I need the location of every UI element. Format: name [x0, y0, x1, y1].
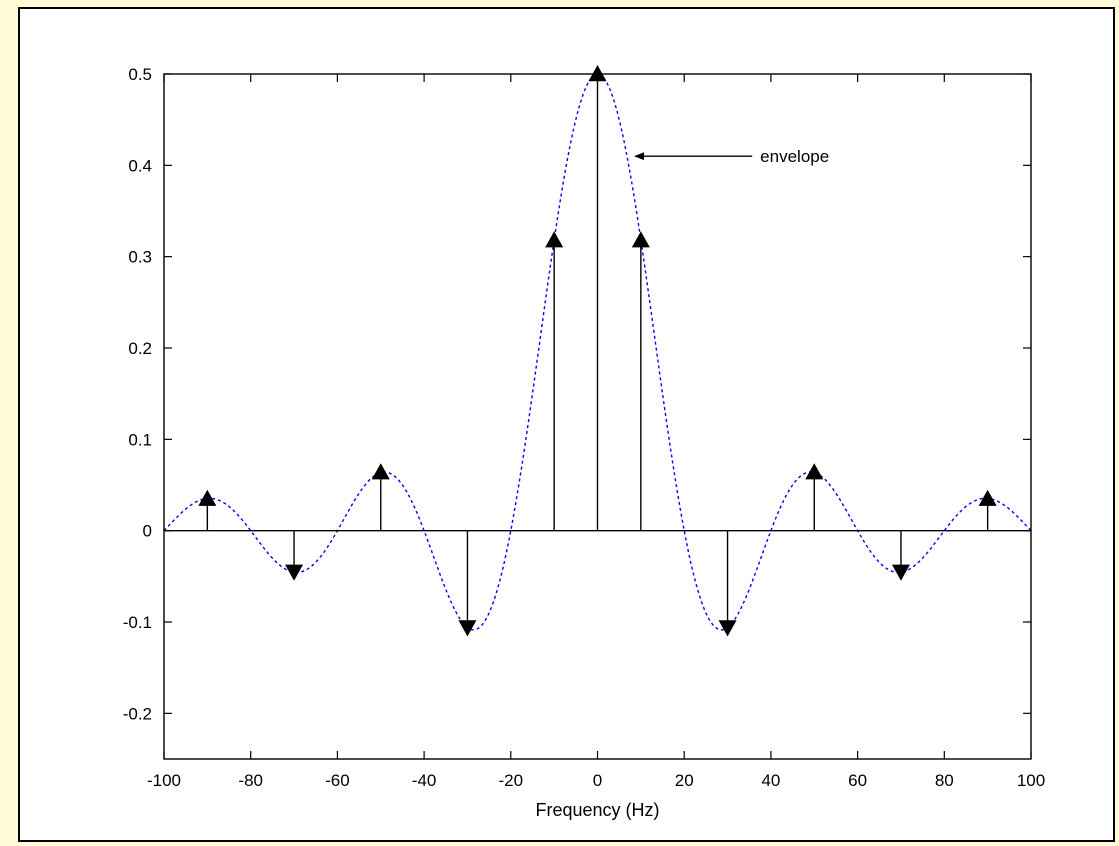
- x-tick-label: 20: [675, 771, 694, 790]
- y-tick-label: 0.4: [128, 156, 152, 175]
- envelope-annotation-label: envelope: [760, 147, 829, 166]
- x-tick-label: 100: [1017, 771, 1045, 790]
- y-tick-label: 0.5: [128, 65, 152, 84]
- stem-marker-down: [718, 620, 737, 637]
- stem-marker-up: [631, 231, 650, 248]
- stem-marker-up: [805, 463, 824, 480]
- x-tick-label: 60: [848, 771, 867, 790]
- y-tick-label: -0.1: [123, 613, 152, 632]
- stem-marker-up: [588, 65, 607, 82]
- x-tick-label: -80: [238, 771, 263, 790]
- stem-marker-down: [891, 564, 910, 581]
- x-tick-label: -20: [499, 771, 524, 790]
- stem-marker-up: [978, 489, 997, 506]
- x-tick-label: 80: [935, 771, 954, 790]
- stem-marker-down: [458, 620, 477, 637]
- x-axis-label: Frequency (Hz): [535, 800, 659, 820]
- stem-marker-up: [545, 231, 564, 248]
- y-tick-label: -0.2: [123, 704, 152, 723]
- y-tick-label: 0.2: [128, 339, 152, 358]
- envelope-curve: [163, 73, 1032, 631]
- x-tick-label: 40: [761, 771, 780, 790]
- y-tick-label: 0: [143, 522, 152, 541]
- y-tick-label: 0.1: [128, 430, 152, 449]
- x-tick-label: -100: [147, 771, 181, 790]
- x-tick-label: 0: [593, 771, 602, 790]
- stem-marker-up: [371, 463, 390, 480]
- axes-box: [163, 73, 1032, 760]
- x-tick-label: -60: [325, 771, 350, 790]
- y-tick-label: 0.3: [128, 248, 152, 267]
- stem-marker-up: [198, 489, 217, 506]
- stem-marker-down: [285, 564, 304, 581]
- x-tick-label: -40: [412, 771, 437, 790]
